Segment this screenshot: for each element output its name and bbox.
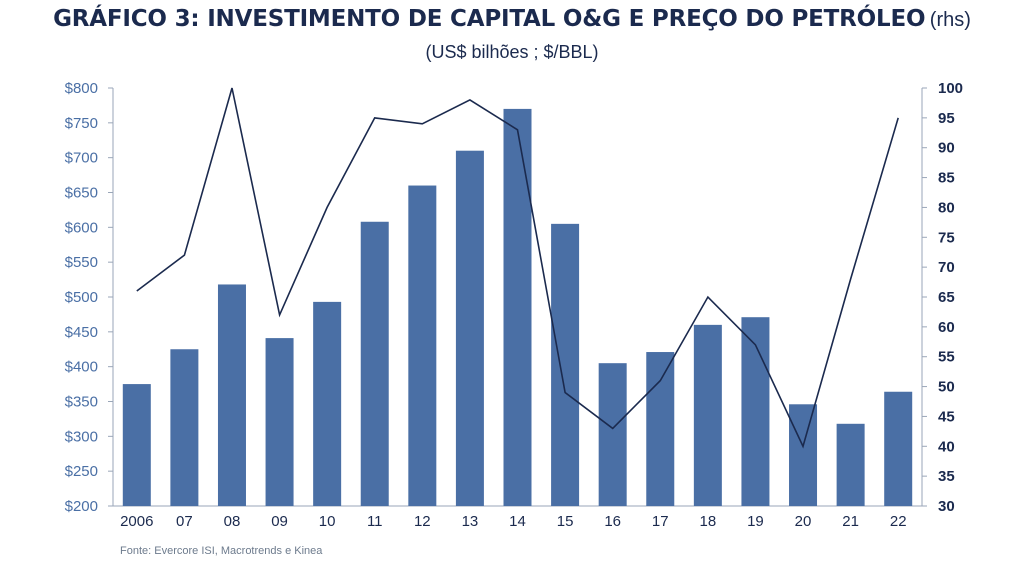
x-tick-label: 09	[271, 513, 288, 530]
bar-2006	[122, 384, 151, 506]
right-tick-label: 55	[938, 349, 955, 366]
oil-price-line	[136, 87, 899, 449]
x-tick-label: 08	[224, 513, 241, 530]
x-tick-label: 07	[176, 513, 193, 530]
left-tick-label: $800	[65, 80, 98, 97]
x-tick-label: 15	[557, 513, 574, 530]
bar-21	[836, 423, 865, 506]
chart-title-suffix: (rhs)	[929, 9, 971, 31]
left-tick-label: $550	[65, 254, 98, 271]
bar-19	[741, 317, 770, 506]
right-tick-label: 30	[938, 498, 955, 515]
x-tick-label: 14	[509, 513, 526, 530]
right-tick-label: 70	[938, 259, 955, 276]
right-tick-label: 100	[938, 80, 963, 97]
left-tick-label: $200	[65, 498, 98, 515]
x-tick-label: 18	[700, 513, 717, 530]
x-tick-label: 11	[367, 513, 383, 530]
chart-subtitle: (US$ bilhões ; $/BBL)	[425, 42, 599, 62]
bar-22	[884, 391, 913, 506]
x-tick-label: 17	[652, 513, 669, 530]
left-tick-label: $250	[65, 463, 98, 480]
x-tick-label: 22	[890, 513, 907, 530]
left-tick-label: $400	[65, 359, 98, 376]
right-tick-label: 60	[938, 319, 955, 336]
left-tick-label: $350	[65, 394, 98, 411]
chart-title: GRÁFICO 3: INVESTIMENTO DE CAPITAL O&G E…	[53, 6, 926, 32]
right-tick-label: 95	[938, 110, 955, 127]
left-tick-label: $600	[65, 219, 98, 236]
bar-07	[170, 349, 199, 506]
bar-10	[313, 301, 342, 506]
bar-12	[408, 185, 437, 507]
x-tick-label: 21	[842, 513, 859, 530]
bar-11	[360, 221, 389, 506]
bar-17	[646, 352, 675, 506]
right-tick-label: 65	[938, 289, 955, 306]
x-tick-label: 19	[747, 513, 764, 530]
right-tick-label: 45	[938, 408, 955, 425]
x-tick-label: 20	[795, 513, 812, 530]
x-tick-label: 12	[414, 513, 431, 530]
bar-14	[503, 108, 532, 507]
left-tick-label: $300	[65, 428, 98, 445]
left-tick-label: $500	[65, 289, 98, 306]
left-tick-label: $700	[65, 150, 98, 167]
right-tick-label: 40	[938, 438, 955, 455]
source-note: Fonte: Evercore ISI, Macrotrends e Kinea	[120, 545, 323, 557]
left-tick-label: $450	[65, 324, 98, 341]
bar-18	[693, 324, 722, 506]
right-tick-label: 50	[938, 379, 955, 396]
x-tick-label: 2006	[120, 513, 153, 530]
right-tick-label: 75	[938, 229, 955, 246]
x-tick-label: 16	[604, 513, 621, 530]
right-tick-label: 85	[938, 170, 955, 187]
bar-08	[217, 284, 246, 506]
left-tick-label: $750	[65, 115, 98, 132]
bar-16	[598, 363, 627, 506]
right-tick-label: 90	[938, 140, 955, 157]
chart-title-row: GRÁFICO 3: INVESTIMENTO DE CAPITAL O&G E…	[0, 6, 1024, 32]
bar-15	[551, 223, 580, 506]
bar-20	[789, 404, 818, 506]
bar-09	[265, 338, 294, 506]
x-tick-label: 10	[319, 513, 336, 530]
bar-13	[455, 150, 484, 506]
left-tick-label: $650	[65, 185, 98, 202]
right-tick-label: 35	[938, 468, 955, 485]
x-tick-label: 13	[462, 513, 479, 530]
right-tick-label: 80	[938, 199, 955, 216]
